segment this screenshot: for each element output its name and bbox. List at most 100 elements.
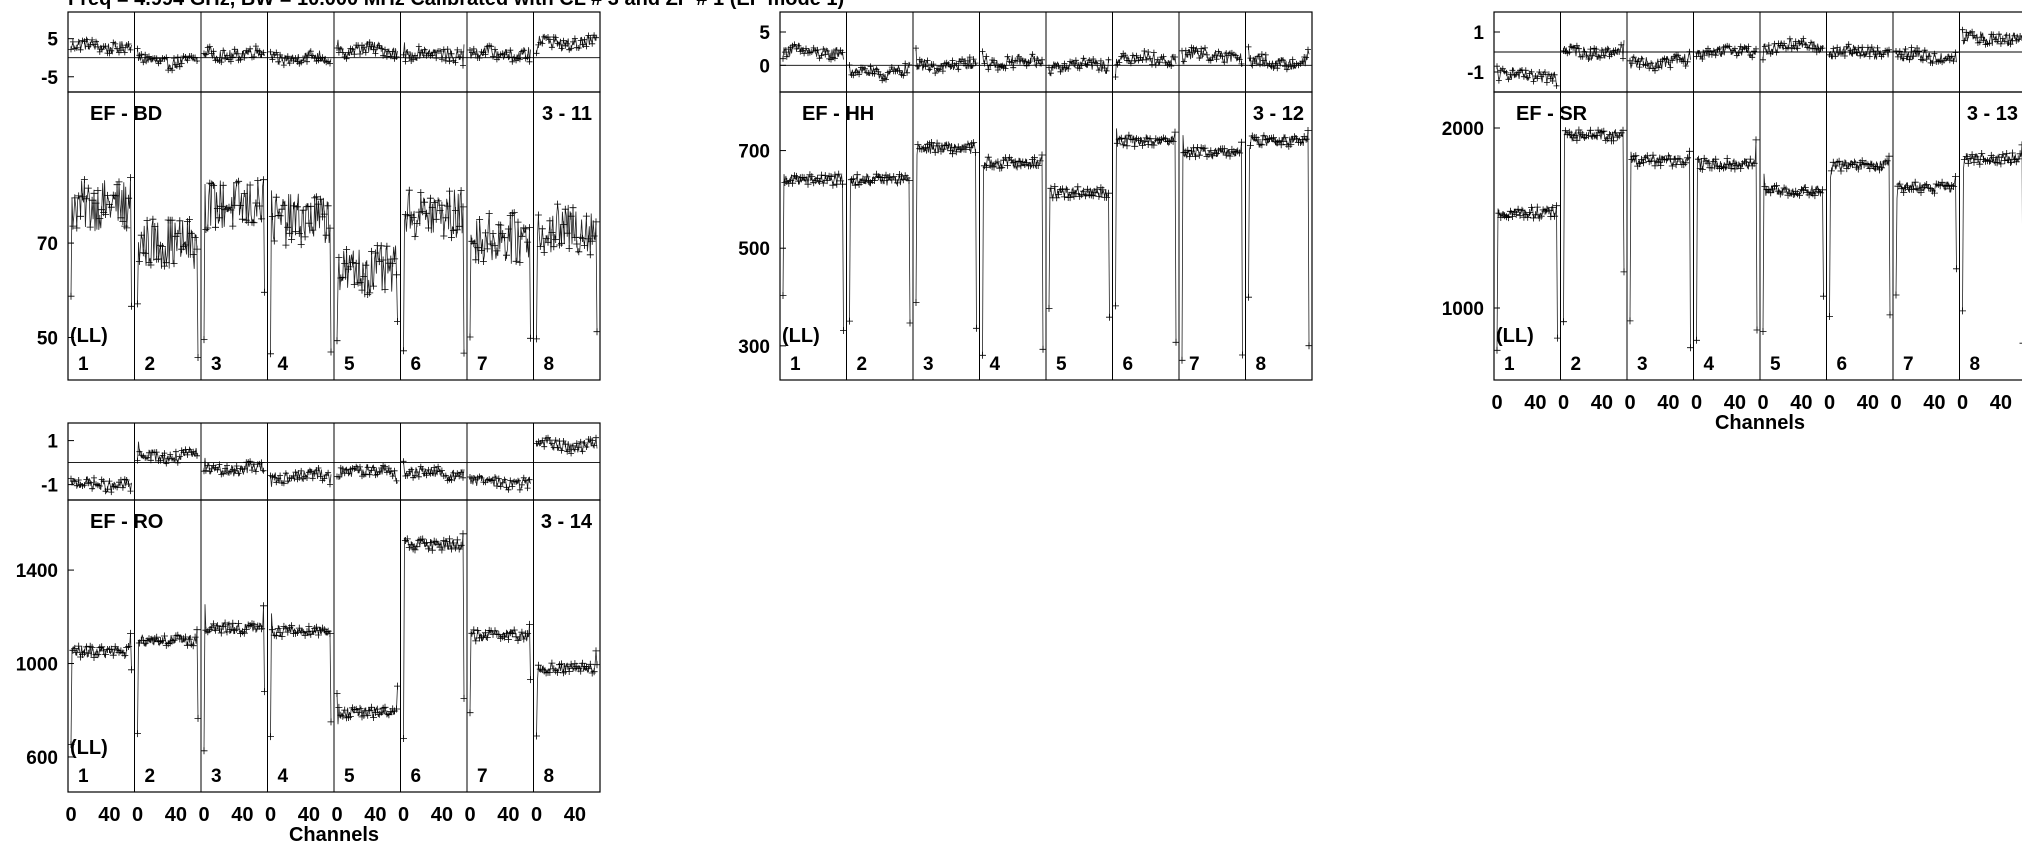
x-tick-label: 0 bbox=[1824, 392, 1835, 414]
amp-markers-bin-7 bbox=[466, 209, 534, 342]
amp-markers-bin-3 bbox=[200, 602, 268, 755]
amp-markers-bin-6 bbox=[400, 186, 468, 357]
x-tick-label: 0 bbox=[1890, 392, 1901, 414]
bin-label: 3 bbox=[1637, 354, 1648, 375]
amp-frame bbox=[67, 91, 601, 381]
amp-series-bin-4 bbox=[1696, 139, 1758, 341]
phase-series-bin-3 bbox=[1629, 51, 1691, 71]
bin-label: 8 bbox=[1970, 354, 1981, 375]
bin-label: 2 bbox=[145, 354, 156, 375]
phase-markers-bin-8 bbox=[1959, 26, 2022, 48]
plot-header: Freq = 4.994 GHz, BW = 10.000 MHz Calibr… bbox=[68, 0, 844, 11]
bin-label: 3 bbox=[211, 354, 222, 375]
x-tick-label: 0 bbox=[398, 804, 409, 826]
amp-series-bin-3 bbox=[915, 141, 977, 329]
amp-markers-bin-8 bbox=[1959, 141, 2022, 344]
phase-series-bin-4 bbox=[270, 466, 332, 487]
phase-series-bin-3 bbox=[203, 457, 265, 477]
x-tick-label: 40 bbox=[1790, 392, 1812, 414]
x-tick-label: 0 bbox=[1757, 392, 1768, 414]
amp-markers-bin-7 bbox=[1178, 138, 1246, 364]
phase-markers-bin-6 bbox=[400, 458, 466, 484]
bin-label: 8 bbox=[544, 766, 555, 787]
amp-markers-bin-6 bbox=[1112, 128, 1180, 346]
bin-label: 5 bbox=[1770, 354, 1781, 375]
x-tick-label: 0 bbox=[1691, 392, 1702, 414]
phase-series-bin-1 bbox=[70, 37, 132, 55]
amp-series-bin-5 bbox=[336, 245, 398, 341]
x-tick-label: 0 bbox=[1957, 392, 1968, 414]
bin-label: 1 bbox=[78, 766, 89, 787]
phase-tick-label: -5 bbox=[41, 68, 58, 89]
polarization-label: (LL) bbox=[70, 325, 108, 347]
amp-series-bin-3 bbox=[203, 604, 265, 751]
amp-frame bbox=[779, 91, 1313, 381]
amp-series-bin-1 bbox=[70, 633, 132, 745]
phase-markers-bin-8 bbox=[533, 32, 599, 57]
bin-label: 5 bbox=[344, 354, 355, 375]
x-tick-label: 40 bbox=[1591, 392, 1613, 414]
amp-series-bin-4 bbox=[982, 154, 1044, 356]
phase-markers-bin-1 bbox=[68, 474, 134, 496]
phase-tick-label: 1 bbox=[47, 432, 58, 453]
polarization-label: (LL) bbox=[1496, 325, 1534, 347]
phase-tick-label: 1 bbox=[1473, 23, 1484, 44]
polarization-label: (LL) bbox=[70, 737, 108, 759]
phase-series-bin-3 bbox=[203, 46, 265, 63]
bin-label: 2 bbox=[857, 354, 868, 375]
amp-markers-bin-8 bbox=[1245, 127, 1313, 350]
phase-markers-bin-7 bbox=[1893, 44, 1959, 67]
phase-tick-label: 5 bbox=[759, 23, 770, 44]
x-tick-label: 40 bbox=[497, 804, 519, 826]
x-tick-label: 0 bbox=[1491, 392, 1502, 414]
plot-id-label: 3 - 13 bbox=[1967, 103, 2018, 125]
x-tick-label: 40 bbox=[98, 804, 120, 826]
amp-series-bin-5 bbox=[336, 686, 398, 725]
amp-markers-bin-7 bbox=[466, 620, 534, 717]
baseline-label: EF - BD bbox=[90, 103, 162, 125]
amp-series-bin-4 bbox=[270, 190, 332, 354]
x-tick-label: 40 bbox=[431, 804, 453, 826]
phase-markers-bin-6 bbox=[1112, 48, 1178, 80]
bin-label: 7 bbox=[1903, 354, 1914, 375]
amp-series-bin-8 bbox=[1962, 144, 2022, 311]
phase-series-bin-7 bbox=[1181, 45, 1243, 67]
phase-series-bin-6 bbox=[1829, 44, 1891, 60]
amp-tick-label: 1400 bbox=[16, 561, 58, 582]
bin-label: 4 bbox=[278, 354, 289, 375]
amp-tick-label: 1000 bbox=[16, 655, 58, 676]
bin-label: 5 bbox=[344, 766, 355, 787]
amp-markers-bin-2 bbox=[1560, 126, 1628, 326]
phase-series-bin-4 bbox=[270, 49, 332, 66]
amp-markers-bin-3 bbox=[1626, 147, 1694, 352]
amp-tick-label: 700 bbox=[738, 142, 770, 163]
x-tick-label: 0 bbox=[1558, 392, 1569, 414]
x-tick-label: 40 bbox=[1724, 392, 1746, 414]
phase-series-bin-5 bbox=[1762, 37, 1824, 60]
amp-frame bbox=[67, 499, 601, 793]
amp-series-bin-8 bbox=[536, 650, 598, 737]
x-tick-label: 0 bbox=[1624, 392, 1635, 414]
bin-label: 1 bbox=[790, 354, 801, 375]
plot-id-label: 3 - 12 bbox=[1253, 103, 1304, 125]
x-tick-label: 40 bbox=[1657, 392, 1679, 414]
amp-markers-bin-8 bbox=[533, 200, 601, 343]
amp-markers-bin-3 bbox=[200, 176, 268, 344]
amp-markers-bin-5 bbox=[1045, 183, 1113, 321]
x-axis-label: Channels bbox=[289, 824, 379, 846]
amp-series-bin-8 bbox=[536, 204, 598, 339]
plot-id-label: 3 - 14 bbox=[541, 511, 593, 533]
phase-markers-bin-4 bbox=[979, 48, 1045, 73]
x-tick-label: 0 bbox=[464, 804, 475, 826]
x-tick-label: 40 bbox=[1990, 392, 2012, 414]
amp-markers-bin-2 bbox=[846, 170, 914, 327]
polarization-label: (LL) bbox=[782, 325, 820, 347]
amp-series-bin-2 bbox=[137, 219, 199, 358]
phase-series-bin-7 bbox=[469, 44, 531, 62]
amp-markers-bin-6 bbox=[400, 530, 468, 742]
phase-markers-bin-7 bbox=[467, 473, 533, 493]
amp-markers-bin-1 bbox=[779, 170, 847, 334]
amp-series-bin-2 bbox=[1563, 128, 1625, 322]
phase-series-bin-8 bbox=[536, 437, 598, 454]
baseline-label: EF - RO bbox=[90, 511, 163, 533]
